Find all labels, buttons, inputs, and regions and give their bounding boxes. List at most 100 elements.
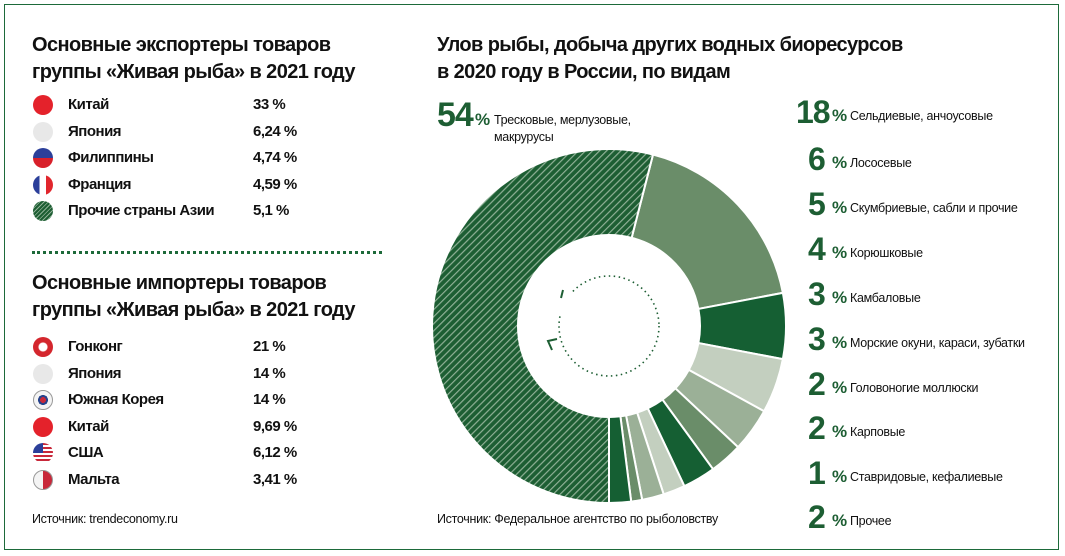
chart-source: Источник: Федеральное агентство по рыбол… <box>437 512 718 526</box>
main-slice-text: Тресковые, мерлузовые, макрурусы <box>494 113 631 144</box>
main-slice-unit: % <box>475 110 491 129</box>
share-value: 6,24 % <box>253 122 297 140</box>
country-label: Япония <box>68 122 122 140</box>
legend-value: 2 <box>808 410 826 446</box>
philippines-flag-icon <box>33 148 53 169</box>
legend-label: Карповые <box>850 425 906 439</box>
legend-unit: % <box>832 333 848 352</box>
china-flag-icon <box>33 416 53 437</box>
main-slice-value: 54 <box>437 96 474 134</box>
country-label: Франция <box>68 175 132 193</box>
legend-unit: % <box>832 243 848 262</box>
list-item: Филиппины 4,74 % <box>32 147 332 169</box>
legend-item: 2 % Карповые <box>800 410 1030 450</box>
legend-value: 3 <box>808 276 826 312</box>
list-item: Мальта 3,41 % <box>32 469 332 491</box>
country-label: Филиппины <box>68 149 154 167</box>
legend-label: Морские окуни, караси, зубатки <box>850 336 1025 350</box>
legend-label: Сельдиевые, анчоусовые <box>850 109 993 123</box>
legend-value: 6 <box>808 141 826 177</box>
legend-value: 5 <box>808 186 826 222</box>
legend-item: 3 % Морские окуни, караси, зубатки <box>800 321 1030 361</box>
hatched-circle-icon <box>33 201 53 222</box>
frame-border <box>4 4 1059 550</box>
list-item: Китай 33 % <box>32 94 332 116</box>
list-item: Гонконг 21 % <box>32 336 332 358</box>
malta-flag-icon <box>33 470 53 490</box>
japan-flag-icon <box>33 363 53 384</box>
chart-title: Улов рыбы, добыча других водных биоресур… <box>437 32 903 86</box>
legend-item: 2 % Головоногие моллюски <box>800 366 1030 406</box>
arrow-head-icon <box>546 338 558 351</box>
legend-unit: % <box>832 422 848 441</box>
china-flag-icon <box>33 95 53 115</box>
donut-slice-0 <box>630 153 785 311</box>
share-value: 3,41 % <box>253 471 297 488</box>
importers-source: Источник: trendeconomy.ru <box>32 512 178 526</box>
country-label: Китай <box>68 96 109 113</box>
arrow-gap <box>547 285 572 315</box>
japan-flag-icon <box>33 121 53 142</box>
south-korea-flag-icon <box>33 390 53 411</box>
legend-item: 1 % Ставридовые, кефалиевые <box>800 455 1030 495</box>
chart-title-line1: Улов рыбы, добыча других водных биоресур… <box>437 34 903 56</box>
legend-item: 5 % Скумбриевые, сабли и прочие <box>800 186 1030 226</box>
exporters-title: Основные экспортеры товаров группы «Жива… <box>32 32 356 86</box>
importers-title-line2: группы «Живая рыба» в 2021 году <box>32 299 356 321</box>
cycle-arrow-icon <box>558 275 660 377</box>
legend-item: 6 % Лососевые <box>800 141 1030 181</box>
share-value: 5,1 % <box>253 202 289 220</box>
list-item: Япония 6,24 % <box>32 121 332 143</box>
legend-unit: % <box>832 153 848 172</box>
list-item: Прочие страны Азии 5,1 % <box>32 200 332 222</box>
legend-unit: % <box>832 467 848 486</box>
country-label: Мальта <box>68 471 120 488</box>
legend-value: 18 <box>796 94 831 130</box>
importers-title: Основные импортеры товаров группы «Живая… <box>32 270 356 324</box>
list-item: Китай 9,69 % <box>32 416 332 438</box>
exporters-title-line1: Основные экспортеры товаров <box>32 34 331 56</box>
list-item: Япония 14 % <box>32 363 332 385</box>
legend-value: 3 <box>808 321 826 357</box>
legend-unit: % <box>832 378 848 397</box>
legend-value: 2 <box>808 366 826 402</box>
legend-item: 3 % Камбаловые <box>800 276 1030 316</box>
country-label: Гонконг <box>68 338 123 355</box>
dotted-divider <box>32 251 382 254</box>
legend-label: Корюшковые <box>850 246 923 260</box>
country-label: Япония <box>68 364 122 382</box>
share-value: 33 % <box>253 96 286 113</box>
share-value: 14 % <box>253 391 286 409</box>
legend-label: Камбаловые <box>850 291 921 305</box>
legend-label: Ставридовые, кефалиевые <box>850 470 1003 484</box>
chart-title-line2: в 2020 году в России, по видам <box>437 61 731 83</box>
legend-value: 1 <box>808 455 826 491</box>
importers-title-line1: Основные импортеры товаров <box>32 272 327 294</box>
share-value: 4,59 % <box>253 175 297 193</box>
legend-label: Прочее <box>850 514 892 528</box>
legend-value: 2 <box>808 499 826 535</box>
legend-item: 18 % Сельдиевые, анчоусовые <box>796 94 1030 134</box>
list-item: США 6,12 % <box>32 442 332 464</box>
legend-unit: % <box>832 106 848 125</box>
legend-label: Лососевые <box>850 156 912 170</box>
legend-label: Скумбриевые, сабли и прочие <box>850 201 1018 215</box>
list-item: Южная Корея 14 % <box>32 389 332 411</box>
country-label: Прочие страны Азии <box>68 202 215 220</box>
arrow-tail-icon <box>560 289 564 299</box>
list-item: Франция 4,59 % <box>32 174 332 196</box>
country-label: Южная Корея <box>68 391 164 409</box>
donut-slice-main <box>431 148 655 505</box>
hong-kong-flag-icon <box>33 337 53 357</box>
legend-item: 2 % Прочее <box>800 499 1030 539</box>
share-value: 9,69 % <box>253 417 297 435</box>
country-label: Китай <box>68 417 109 435</box>
france-flag-icon <box>33 174 53 195</box>
legend-item: 4 % Корюшковые <box>800 231 1030 271</box>
legend-unit: % <box>832 198 848 217</box>
legend-unit: % <box>832 511 848 530</box>
legend-label: Головоногие моллюски <box>850 381 979 395</box>
share-value: 6,12 % <box>253 444 297 462</box>
